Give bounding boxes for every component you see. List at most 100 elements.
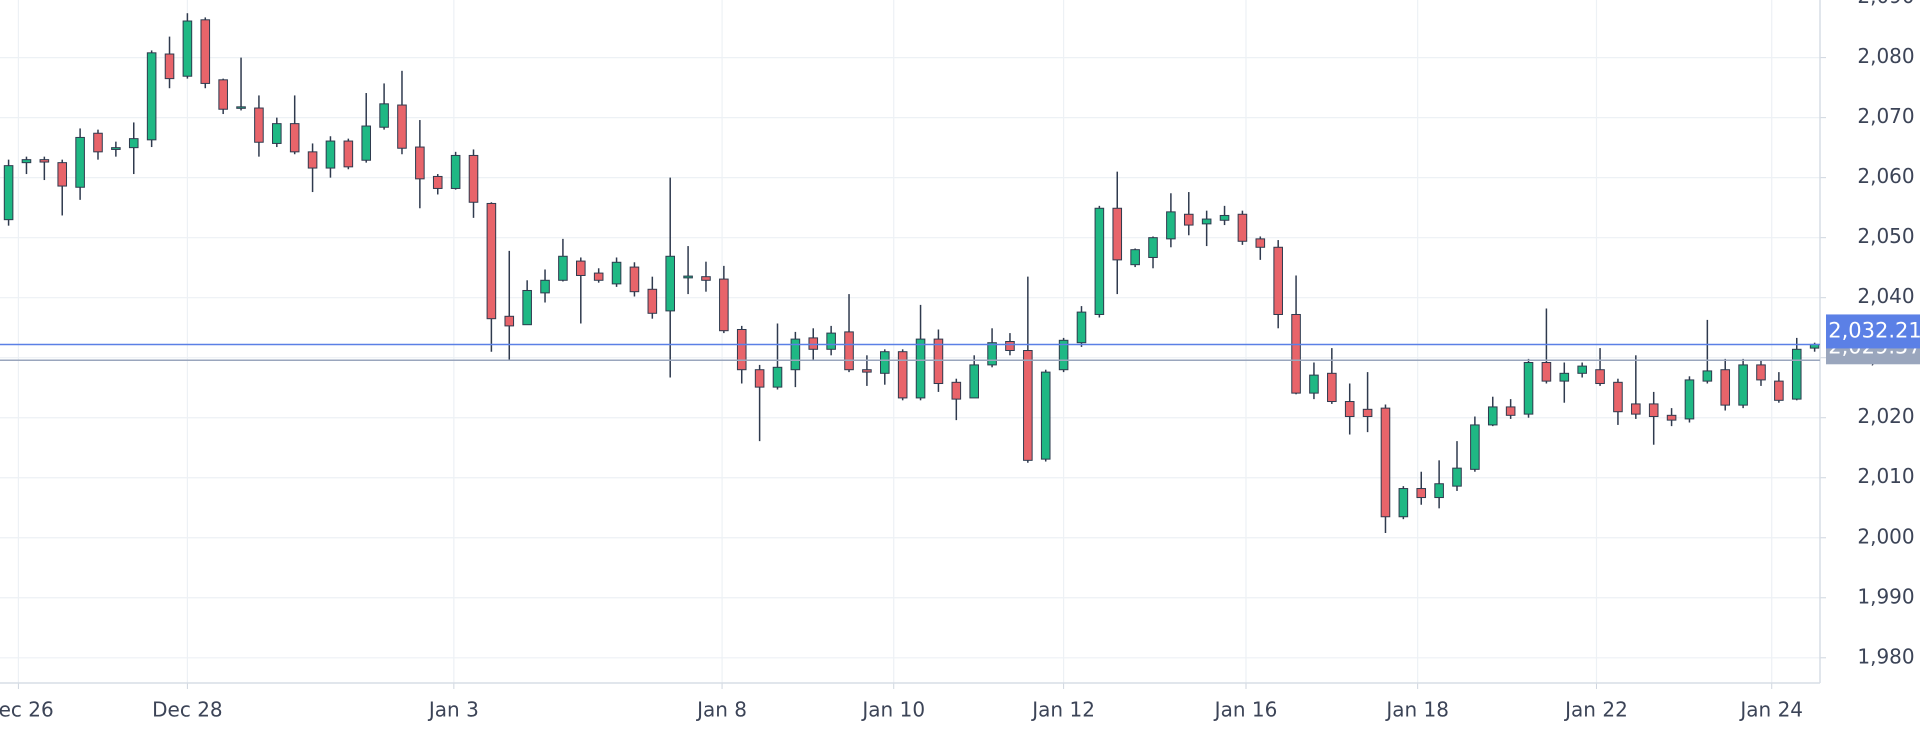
candle-body: [1774, 380, 1784, 401]
grid: [0, 0, 1820, 683]
candle-body: [1738, 364, 1748, 406]
candle-body: [1541, 362, 1552, 382]
x-tick-label: Dec 28: [152, 698, 223, 722]
candle-body: [39, 159, 50, 163]
candle-body: [1201, 218, 1212, 225]
candle-body: [254, 107, 264, 143]
candle-body: [701, 276, 711, 281]
candle-body: [987, 342, 997, 366]
candle-body: [1416, 488, 1427, 499]
candle-body: [146, 52, 157, 141]
candle-body: [1756, 364, 1766, 381]
y-tick-label: 2,000: [1857, 524, 1914, 548]
candle-body: [1559, 372, 1570, 382]
candle-body: [1398, 488, 1409, 518]
candle-body: [1452, 467, 1462, 487]
x-tick-label: Jan 16: [1213, 698, 1278, 722]
candle-body: [1666, 414, 1677, 421]
x-tick-label: Jan 18: [1384, 698, 1449, 722]
candle-body: [1344, 401, 1355, 418]
candle-body: [111, 147, 121, 150]
candle-body: [1005, 341, 1015, 352]
candle-body: [1505, 406, 1516, 416]
candle-body: [21, 159, 32, 164]
candle-body: [1327, 372, 1337, 403]
y-tick-label: 1,980: [1857, 644, 1914, 668]
candle-body: [736, 328, 747, 371]
candle-body: [1702, 370, 1713, 382]
candle-body: [665, 255, 675, 312]
x-tick-label: Jan 10: [860, 698, 925, 722]
x-tick-label: Dec 26: [0, 698, 54, 722]
candle-body: [897, 351, 908, 399]
candle-body: [790, 338, 801, 371]
candle-body: [1219, 214, 1230, 221]
candle-body: [1273, 246, 1283, 315]
candle-body: [826, 332, 836, 350]
y-tick-label: 2,080: [1857, 44, 1914, 68]
y-tick-label: 2,050: [1857, 224, 1914, 248]
candle-body: [218, 79, 228, 110]
y-tick-label: 2,070: [1857, 104, 1914, 128]
y-tick-label: 2,090: [1857, 0, 1914, 8]
candle-body: [1040, 371, 1051, 460]
x-tick-label: Jan 22: [1563, 698, 1628, 722]
candle-body: [1470, 424, 1480, 470]
candle-body: [75, 136, 85, 188]
candle-body: [969, 364, 979, 399]
candle-body: [1255, 238, 1266, 248]
candle-body: [951, 381, 962, 400]
candle-body: [683, 275, 693, 279]
candle-body: [432, 175, 443, 189]
price-label-bg: [1826, 314, 1920, 349]
candle-body: [164, 53, 175, 80]
candle-body: [933, 338, 944, 385]
candle-body: [504, 315, 515, 327]
candle-body: [1237, 213, 1248, 242]
candle-body: [1684, 379, 1695, 420]
candle-body: [1076, 311, 1087, 344]
candle-body: [468, 154, 479, 203]
candle-body: [1291, 313, 1301, 394]
candle-body: [200, 19, 211, 84]
x-tick-label: Jan 12: [1030, 698, 1095, 722]
candle-body: [1058, 339, 1069, 371]
candle-body: [915, 338, 926, 399]
candle-body: [1094, 207, 1105, 315]
candle-body: [1148, 237, 1158, 258]
candle-body: [1487, 406, 1498, 426]
candle-body: [1595, 369, 1605, 385]
y-tick-label: 2,040: [1857, 284, 1914, 308]
candle-body: [593, 272, 604, 281]
candle-body: [754, 369, 765, 388]
x-tick-label: Jan 24: [1738, 698, 1803, 722]
candle-body: [522, 289, 532, 326]
candle-body: [558, 255, 568, 281]
candle-body: [289, 123, 300, 153]
candle-body: [93, 132, 103, 153]
candle-body: [1183, 213, 1194, 226]
candle-body: [844, 331, 854, 371]
axes: 1,9801,9902,0002,0102,0202,0302,0402,050…: [0, 0, 1920, 722]
price-label: 2,032.21: [1828, 318, 1920, 342]
candle-body: [1023, 350, 1033, 461]
candle-body: [1720, 369, 1731, 406]
candle-body: [576, 260, 586, 276]
candle-body: [128, 138, 139, 149]
candle-body: [647, 288, 658, 314]
candle-body: [415, 146, 425, 180]
candle-body: [1791, 348, 1802, 400]
candle-body: [1577, 365, 1587, 374]
candle-body: [629, 266, 640, 293]
candle-body: [1362, 408, 1373, 418]
candle-body: [719, 278, 729, 332]
candle-body: [236, 106, 246, 109]
candle-body: [879, 351, 890, 374]
candle-body: [1166, 211, 1176, 240]
candle-body: [272, 123, 282, 144]
y-tick-label: 1,990: [1857, 584, 1914, 608]
candle-body: [307, 151, 318, 169]
candle-body: [57, 162, 68, 187]
candle-body: [1380, 407, 1391, 518]
